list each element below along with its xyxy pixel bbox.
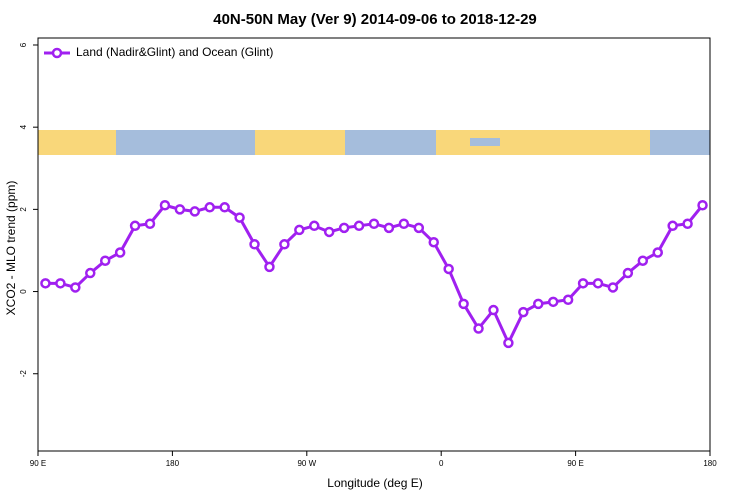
data-point xyxy=(652,247,663,258)
data-point xyxy=(622,267,634,279)
data-point xyxy=(159,200,171,211)
land xyxy=(255,130,345,155)
data-point xyxy=(85,267,96,279)
data-point xyxy=(323,226,335,238)
data-point xyxy=(114,247,126,258)
data-point xyxy=(309,220,320,232)
x-tick-label: 90 W xyxy=(297,459,316,468)
data-point xyxy=(234,212,245,223)
data-point xyxy=(279,239,290,250)
data-point xyxy=(174,204,186,215)
ocean xyxy=(470,138,500,146)
plot-frame xyxy=(37,37,711,452)
data-point xyxy=(562,294,574,306)
data-point xyxy=(413,222,425,234)
land xyxy=(38,130,116,155)
x-tick-label: 180 xyxy=(703,459,717,468)
data-point xyxy=(249,239,260,250)
data-point xyxy=(607,282,619,293)
data-point xyxy=(443,263,454,275)
data-point xyxy=(219,202,230,213)
x-tick-label: 180 xyxy=(166,459,180,468)
chart-title: 40N-50N May (Ver 9) 2014-09-06 to 2018-1… xyxy=(213,11,537,28)
data-point xyxy=(144,218,156,229)
data-point xyxy=(338,222,350,234)
x-tick-label: 90 E xyxy=(567,459,583,468)
land xyxy=(436,130,650,155)
y-tick-label: -2 xyxy=(19,370,28,378)
data-point xyxy=(577,278,589,289)
data-point xyxy=(40,278,51,289)
data-point xyxy=(667,220,678,232)
data-point xyxy=(70,282,81,293)
y-tick-label: 4 xyxy=(19,124,28,129)
data-point xyxy=(368,218,380,229)
data-point xyxy=(637,255,649,266)
data-point xyxy=(682,218,693,229)
y-tick-label: 0 xyxy=(19,289,28,294)
data-point xyxy=(458,298,469,310)
data-point xyxy=(204,202,215,213)
data-point xyxy=(99,255,111,266)
data-point xyxy=(503,337,514,349)
y-tick-label: 2 xyxy=(19,207,28,212)
data-point xyxy=(383,222,395,234)
data-point xyxy=(294,224,305,236)
data-point xyxy=(697,200,708,211)
data-point xyxy=(547,296,559,308)
x-tick-label: 90 E xyxy=(30,459,46,468)
data-point xyxy=(129,220,141,232)
data-point xyxy=(353,220,365,232)
data-point xyxy=(55,278,66,289)
x-axis-label: Longitude (deg E) xyxy=(327,476,422,490)
legend-marker xyxy=(51,47,63,59)
data-point xyxy=(264,261,275,273)
x-tick-label: 0 xyxy=(439,459,444,468)
data-point xyxy=(488,304,499,316)
data-point xyxy=(592,278,604,289)
map-band xyxy=(38,130,710,155)
y-axis-label: XCO2 - MLO trend (ppm) xyxy=(4,181,18,316)
data-point xyxy=(428,236,439,248)
data-point xyxy=(189,206,201,217)
data-point xyxy=(398,218,410,229)
data-point xyxy=(533,298,544,310)
data-point xyxy=(518,306,529,318)
legend-label: Land (Nadir&Glint) and Ocean (Glint) xyxy=(76,45,273,59)
data-point xyxy=(473,323,484,334)
y-tick-label: 6 xyxy=(19,42,28,47)
